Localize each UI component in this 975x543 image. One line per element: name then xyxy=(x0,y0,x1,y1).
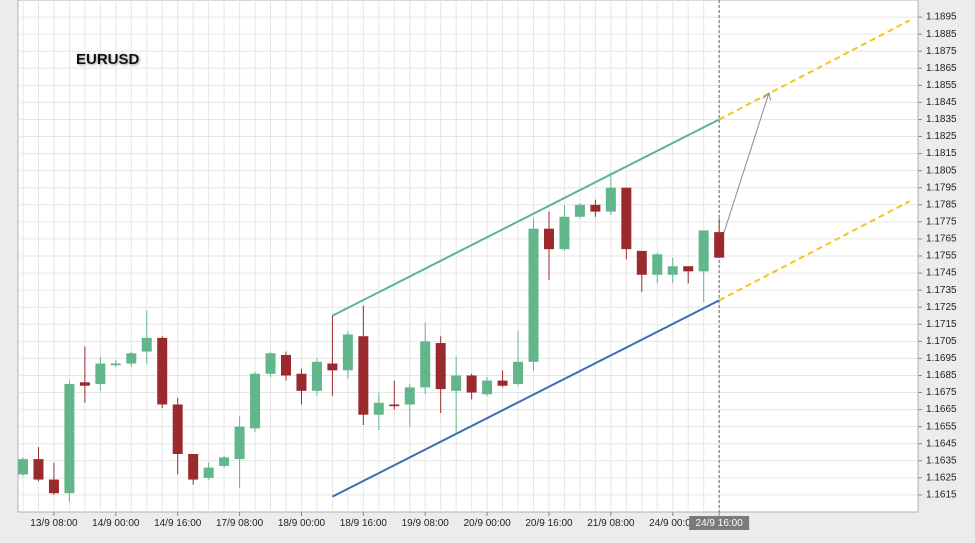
y-tick-label: 1.1665 xyxy=(926,404,957,415)
overlay-line xyxy=(331,118,720,317)
y-tick-label: 1.1885 xyxy=(926,29,957,40)
y-tick-label: 1.1725 xyxy=(926,302,957,313)
y-tick-label: 1.1635 xyxy=(926,455,957,466)
y-tick-label: 1.1865 xyxy=(926,63,957,74)
y-tick-label: 1.1735 xyxy=(926,285,957,296)
candle-body xyxy=(342,334,353,371)
candle-body xyxy=(48,479,59,494)
y-tick-label: 1.1655 xyxy=(926,421,957,432)
overlay-line xyxy=(718,200,910,302)
candle-body xyxy=(543,228,554,250)
x-tick-label: 24/9 16:00 xyxy=(696,518,744,529)
y-tick-label: 1.1785 xyxy=(926,199,957,210)
x-tick-label: 17/9 08:00 xyxy=(216,518,264,529)
y-tick-label: 1.1825 xyxy=(926,131,957,142)
x-tick-label: 18/9 16:00 xyxy=(340,518,388,529)
y-tick-label: 1.1835 xyxy=(926,114,957,125)
candle-body xyxy=(698,230,709,272)
x-tick-label: 14/9 00:00 xyxy=(92,518,140,529)
y-tick-label: 1.1715 xyxy=(926,319,957,330)
x-tick-label: 21/9 08:00 xyxy=(587,518,635,529)
candle-body xyxy=(234,426,245,460)
candle-body xyxy=(559,216,570,250)
candle-body xyxy=(590,204,601,212)
y-tick-label: 1.1705 xyxy=(926,336,957,347)
marks xyxy=(18,19,910,502)
y-tick-label: 1.1845 xyxy=(926,97,957,108)
candle-body xyxy=(327,363,338,371)
y-tick-label: 1.1685 xyxy=(926,370,957,381)
candle-body xyxy=(466,375,477,393)
candle-body xyxy=(157,337,168,405)
candle-body xyxy=(683,266,694,272)
overlay-line xyxy=(718,19,910,121)
x-tick-label: 20/9 16:00 xyxy=(525,518,573,529)
candle-body xyxy=(18,459,28,475)
y-tick-label: 1.1645 xyxy=(926,438,957,449)
candle-body xyxy=(280,354,291,376)
x-cursor-label-bg xyxy=(689,516,750,530)
x-tick-label: 20/9 00:00 xyxy=(463,518,511,529)
labels: 1.1615 1.1625 1.1635 1.1645 1.1655 1.1665 1.16… xyxy=(30,12,957,530)
overlay-line xyxy=(331,299,720,498)
candle-body xyxy=(141,337,152,352)
candle-body xyxy=(126,353,137,364)
candle-body xyxy=(33,459,44,480)
candle-body xyxy=(95,363,106,384)
candle-body xyxy=(358,336,369,415)
y-tick-label: 1.1775 xyxy=(926,217,957,228)
y-tick-label: 1.1615 xyxy=(926,490,957,501)
candle-body xyxy=(311,361,322,391)
y-tick-label: 1.1755 xyxy=(926,251,957,262)
candle-body xyxy=(574,204,585,217)
candle-body xyxy=(265,353,276,374)
chart-title: EURUSD xyxy=(76,51,140,68)
candle-body xyxy=(296,373,307,391)
candle-body xyxy=(172,404,183,454)
candle-body xyxy=(605,187,616,212)
y-tick-label: 1.1765 xyxy=(926,234,957,245)
candle-body xyxy=(250,373,261,429)
x-tick-label: 19/9 08:00 xyxy=(402,518,450,529)
y-tick-label: 1.1695 xyxy=(926,353,957,364)
y-tick-label: 1.1625 xyxy=(926,473,957,484)
candle-body xyxy=(636,250,647,275)
x-tick-label: 13/9 08:00 xyxy=(30,518,78,529)
candle-body xyxy=(203,467,214,478)
y-tick-label: 1.1805 xyxy=(926,165,957,176)
x-tick-label: 18/9 00:00 xyxy=(278,518,326,529)
x-tick-label: 14/9 16:00 xyxy=(154,518,202,529)
candle-body xyxy=(528,228,539,362)
candle-body xyxy=(389,404,400,407)
y-tick-label: 1.1675 xyxy=(926,387,957,398)
candle-body xyxy=(497,380,508,386)
candle-body xyxy=(513,361,524,384)
candle-body xyxy=(714,232,725,258)
y-tick-label: 1.1855 xyxy=(926,80,957,91)
candle-body xyxy=(64,384,75,494)
overlay-line xyxy=(718,94,769,248)
y-tick-label: 1.1745 xyxy=(926,268,957,279)
candle-body xyxy=(420,341,431,388)
candle-body xyxy=(404,387,415,405)
candle-body xyxy=(482,380,493,395)
y-tick-label: 1.1795 xyxy=(926,182,957,193)
candle-body xyxy=(79,382,90,386)
candle-body xyxy=(451,375,462,391)
candle-body xyxy=(667,266,678,275)
candle-body xyxy=(652,254,663,275)
candle-body xyxy=(435,343,446,390)
candle-body xyxy=(219,457,230,466)
candle-body xyxy=(373,402,384,415)
candle-body xyxy=(621,187,632,250)
y-tick-label: 1.1815 xyxy=(926,148,957,159)
candle-body xyxy=(188,453,199,480)
y-tick-label: 1.1895 xyxy=(926,12,957,23)
candle-body xyxy=(110,363,121,366)
y-tick-label: 1.1875 xyxy=(926,46,957,57)
x-tick-label: 24/9 00:00 xyxy=(649,518,697,529)
